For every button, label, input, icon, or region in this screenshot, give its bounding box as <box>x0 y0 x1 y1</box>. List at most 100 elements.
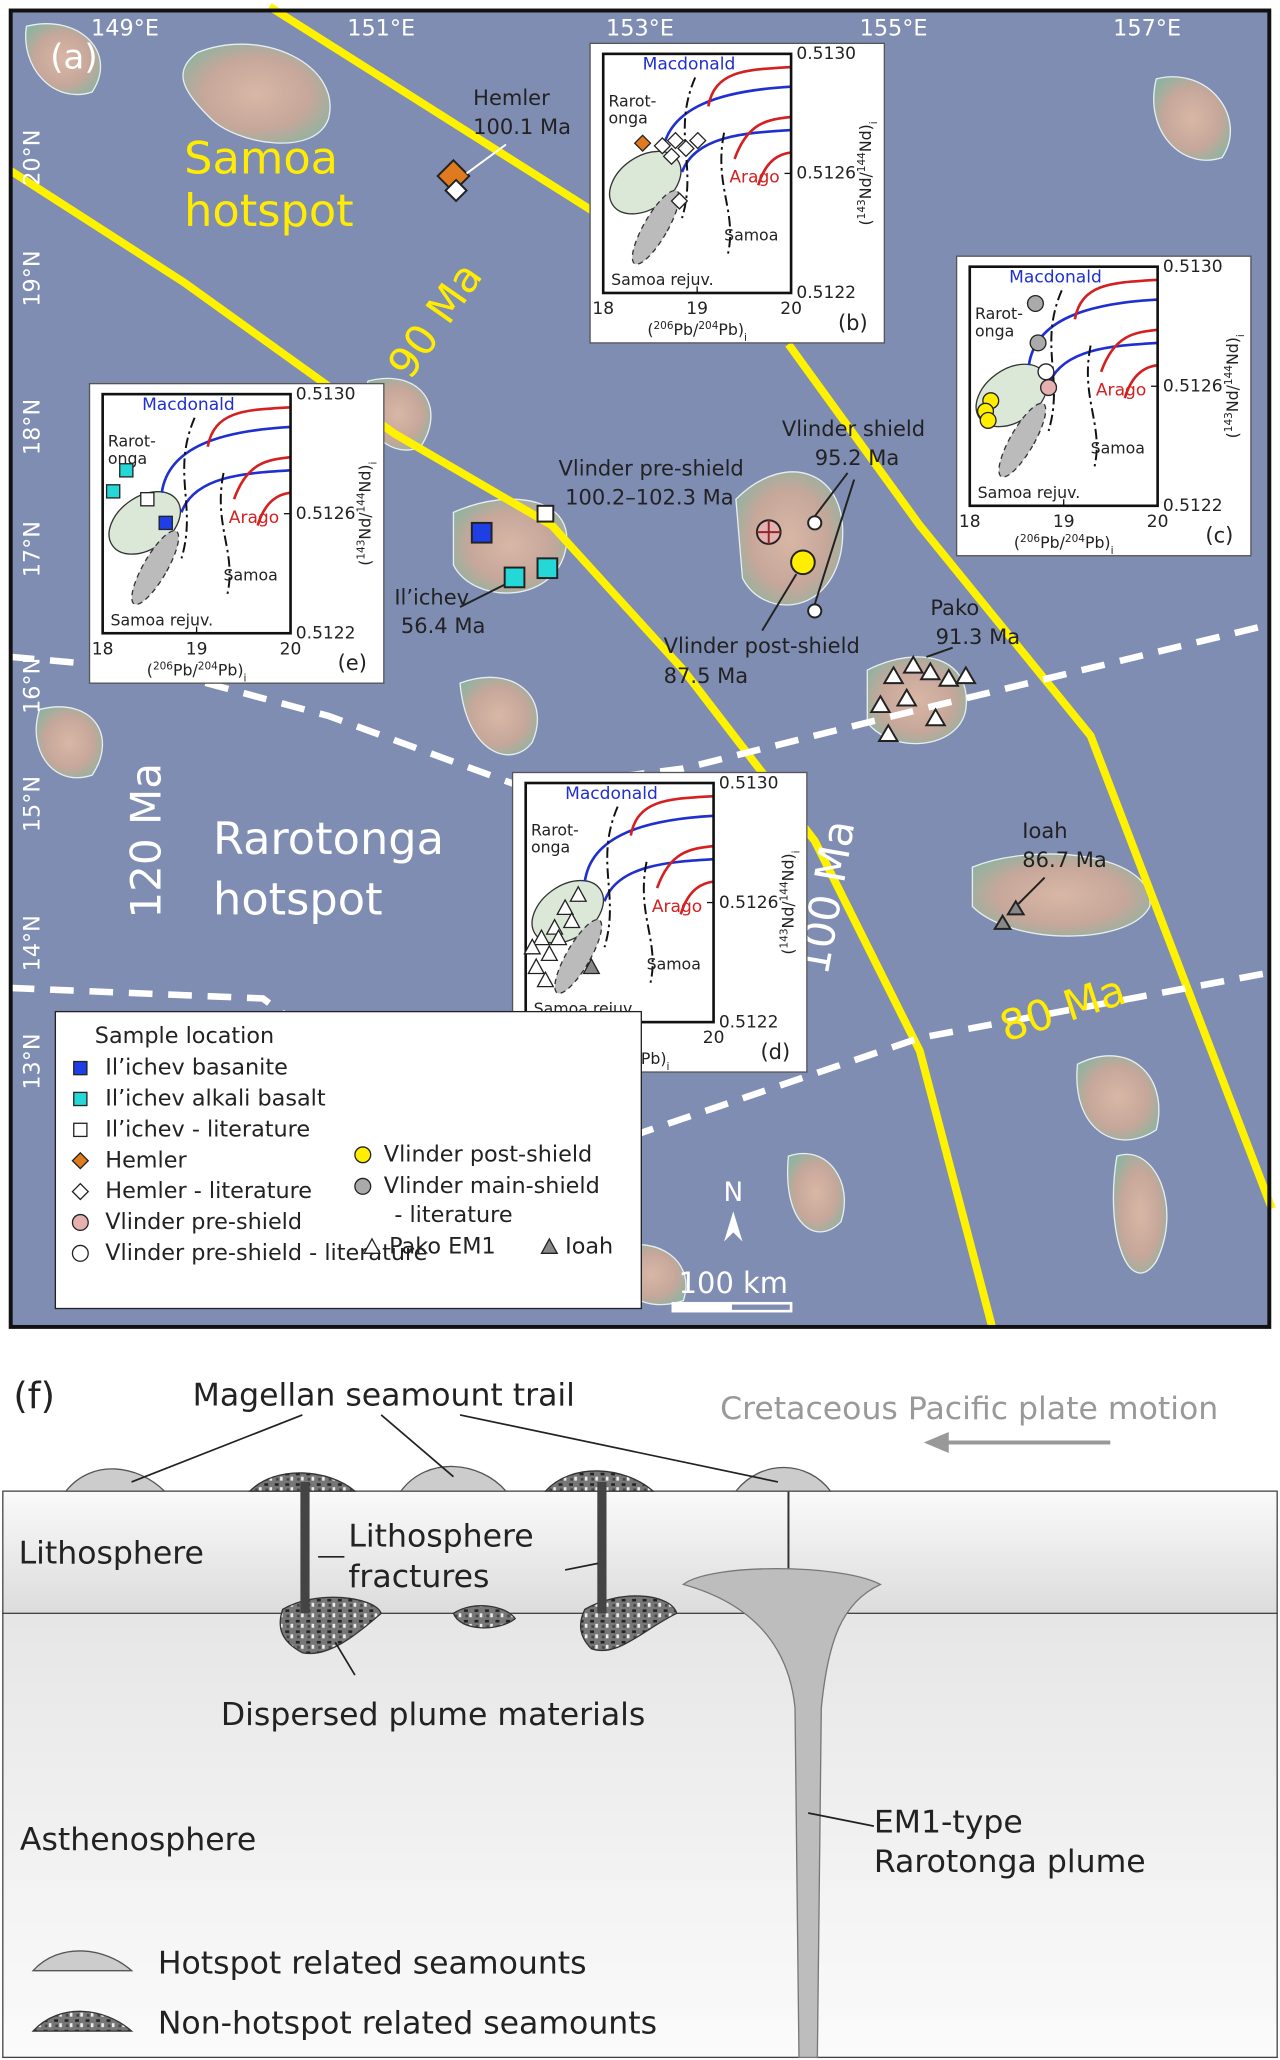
shape <box>465 143 507 175</box>
label-part: ( <box>147 660 153 679</box>
label-part: i <box>1235 334 1247 337</box>
symbol <box>633 134 652 153</box>
motion-label: Cretaceous Pacific plate motion <box>720 1391 1218 1427</box>
symbol <box>158 515 173 531</box>
y-tick-label: 0.5130 <box>296 384 356 404</box>
trail-label: Magellan seamount trail <box>193 1378 575 1414</box>
symbol <box>73 1091 88 1107</box>
label-part: 204 <box>198 660 218 672</box>
symbol <box>540 1237 559 1254</box>
x-axis-label: (206Pb/204Pb)i <box>1014 533 1114 557</box>
legend-label: Ioah <box>565 1233 613 1259</box>
label-part: 144 <box>1223 365 1235 385</box>
region-label: Samoa rejuv. <box>111 610 214 629</box>
shape <box>992 899 1026 930</box>
hotspot-label: Rarotonga <box>213 813 444 865</box>
label-part: Nd/ <box>356 512 375 540</box>
shape <box>1112 1153 1168 1274</box>
asthenosphere <box>2 1612 1278 2059</box>
shape <box>131 1414 875 1827</box>
shape <box>734 1466 832 1492</box>
label-part: 144 <box>779 881 791 901</box>
symbol <box>140 492 155 507</box>
legend-label: Hemler - literature <box>105 1178 312 1204</box>
shape <box>267 3 1276 1211</box>
field-line <box>707 65 792 186</box>
label-part: Pb) <box>1085 533 1111 552</box>
symbol <box>979 411 997 429</box>
label-part: Nd) <box>1223 337 1242 365</box>
shape <box>902 654 925 674</box>
y-tick-label: 0.5126 <box>719 893 779 913</box>
lon-label: 149°E <box>91 15 159 41</box>
fracture-label: fractures <box>348 1559 489 1595</box>
site-label: Vlinder shield <box>782 416 925 441</box>
symbol <box>354 1146 372 1164</box>
site-label: 86.7 Ma <box>1022 847 1106 872</box>
label-part: 206 <box>153 660 173 672</box>
region-label: Arago <box>229 508 279 528</box>
label-part: Pb) <box>218 660 244 679</box>
label-part: i <box>868 121 880 124</box>
region-label: onga <box>531 838 570 857</box>
region-label: Rarot- <box>975 304 1023 323</box>
shape <box>1017 876 1046 905</box>
region-label: Macdonald <box>1009 267 1102 287</box>
dispersed-label: Dispersed plume materials <box>221 1697 645 1733</box>
shape: Hemler 100.1 Ma Vlinder pre-shield 100.2–10… <box>394 85 1106 872</box>
shape <box>31 1950 134 1972</box>
shape <box>470 521 493 544</box>
region-label: Samoa rejuv. <box>978 483 1081 502</box>
symbol <box>71 1182 90 1201</box>
region-label: onga <box>108 449 147 468</box>
leader-lines <box>131 1414 875 1827</box>
field-line <box>1073 278 1158 399</box>
shape <box>64 1468 167 1492</box>
region-label: Arago <box>729 168 779 188</box>
y-tick-label: 0.5126 <box>1163 377 1223 397</box>
region-label: Samoa <box>1091 438 1145 457</box>
x-axis-label: (206Pb/204Pb)i <box>147 660 247 684</box>
legend-label: Il’ichev basanite <box>105 1055 288 1081</box>
label-part: 143 <box>779 928 791 948</box>
shape <box>869 654 977 742</box>
field-line <box>180 417 231 595</box>
site-label: Hemler <box>473 85 550 110</box>
field-line <box>583 814 714 902</box>
y-tick-label: 0.5126 <box>296 504 356 524</box>
symbol <box>1040 379 1058 397</box>
shape <box>790 549 816 576</box>
field-line <box>1027 298 1158 386</box>
site-label: 87.5 Ma <box>664 663 748 688</box>
region-label: Samoa <box>224 566 278 585</box>
x-tick-label: 19 <box>186 639 208 659</box>
label-part: i <box>368 462 380 465</box>
symbol <box>670 192 689 210</box>
shape <box>971 853 1151 937</box>
label-part: Pb/ <box>1040 533 1065 552</box>
label-part: Pb/ <box>173 660 198 679</box>
shape <box>735 471 844 606</box>
symbol <box>1026 294 1044 313</box>
symbol <box>666 131 685 150</box>
label-part: 206 <box>653 320 673 332</box>
region-label: Rarot- <box>608 91 656 110</box>
x-tick-label: 18 <box>592 299 614 319</box>
shape <box>761 472 856 632</box>
field <box>998 402 1047 478</box>
y-tick-label: 0.5130 <box>796 44 856 64</box>
legend-label: - literature <box>394 1202 512 1228</box>
symbol <box>527 957 546 975</box>
symbol <box>569 885 588 902</box>
lat-label: 18°N <box>20 399 46 455</box>
region-label: Rarot- <box>531 821 579 840</box>
field-line <box>603 806 654 983</box>
y-axis-label: (143Nd/144Nd)i <box>356 462 380 566</box>
lon-label: 151°E <box>347 15 415 41</box>
label-part: ( <box>356 560 375 566</box>
x-tick-label: 20 <box>1147 512 1169 532</box>
y-tick-label: 0.5130 <box>719 773 779 793</box>
shape <box>924 707 947 727</box>
isochrons <box>8 3 1276 1328</box>
